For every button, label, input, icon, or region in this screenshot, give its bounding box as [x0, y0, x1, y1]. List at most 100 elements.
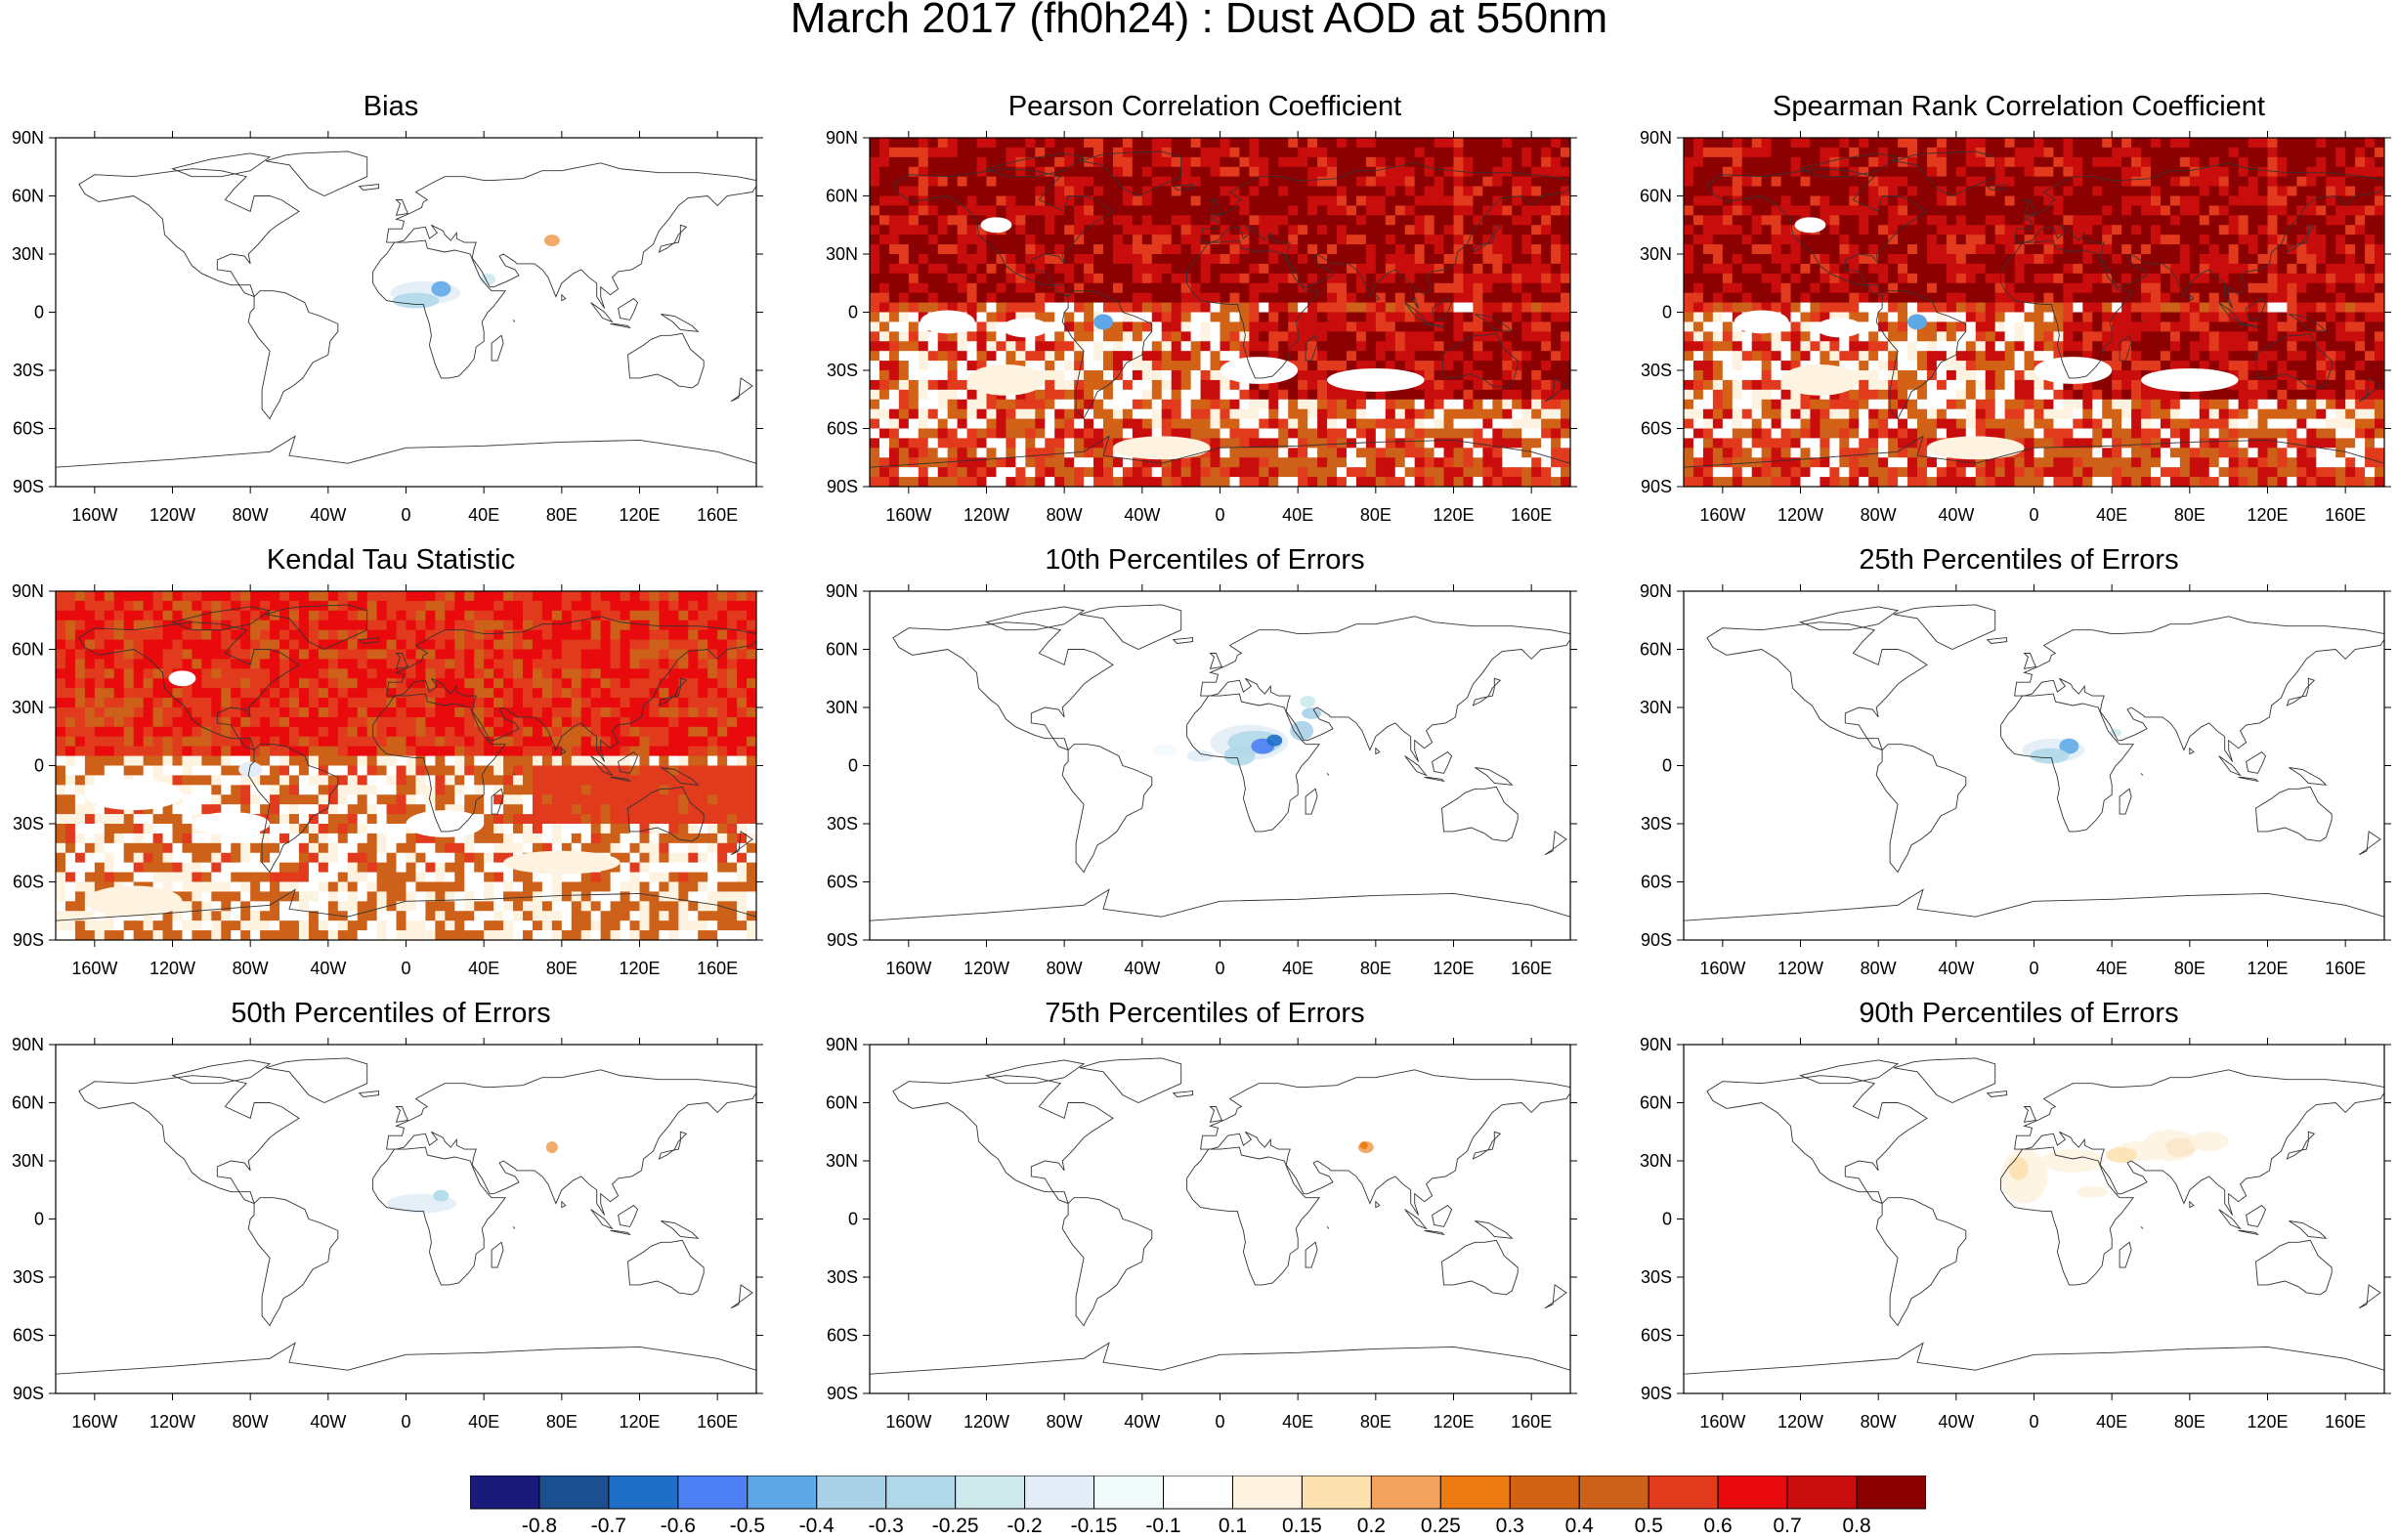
field-cell [1141, 195, 1153, 207]
field-cell [1229, 379, 1241, 391]
field-cell [2189, 205, 2201, 216]
field-cell [1259, 186, 1269, 197]
field-cell [2199, 273, 2210, 284]
field-cell [1751, 379, 1763, 391]
field-cell [1800, 302, 1812, 314]
field-cell [937, 331, 949, 342]
field-cell [1541, 477, 1552, 487]
field-cell [1268, 438, 1279, 449]
field-cell [1482, 389, 1493, 401]
field-cell [937, 370, 949, 381]
field-cell [1054, 302, 1065, 314]
field-cell [1268, 176, 1279, 188]
field-cell [1790, 263, 1802, 275]
field-cell [2296, 361, 2307, 371]
field-cell [976, 438, 988, 449]
coastline [1544, 377, 1567, 403]
field-cell [1453, 302, 1465, 314]
field-cell [1443, 282, 1455, 294]
field-cell [1712, 244, 1724, 255]
field-cell [2189, 361, 2201, 371]
field-cell [1888, 176, 1899, 188]
field-cell [1365, 457, 1377, 468]
field-cell [1394, 166, 1406, 178]
field-cell [1268, 205, 1279, 216]
field-cell [927, 166, 939, 178]
field-cell [1278, 156, 1289, 168]
field-cell [1327, 186, 1338, 197]
field-cell [1463, 399, 1475, 410]
field-cell [1307, 273, 1318, 284]
field-cell [1531, 176, 1542, 188]
field-cell [2014, 273, 2026, 284]
field-cell [1692, 321, 1704, 332]
field-cell [1064, 166, 1075, 178]
field-cell [1112, 467, 1124, 478]
field-cell [1551, 282, 1562, 294]
field-cell [937, 302, 949, 314]
field-cell [2024, 361, 2035, 371]
field-cell [927, 361, 939, 371]
field-cell [2228, 225, 2240, 235]
field-cell [2073, 351, 2083, 362]
field-cell [1771, 302, 1782, 314]
field-cell [1259, 351, 1269, 362]
field-cell [986, 428, 998, 440]
field-cell [1385, 321, 1396, 332]
field-cell [1112, 399, 1124, 410]
field-cell [2296, 341, 2307, 352]
field-cell [1093, 282, 1104, 294]
field-cell [1084, 389, 1094, 401]
field-cell [1732, 147, 1743, 158]
field-cell [1955, 361, 1967, 371]
field-cell [1888, 331, 1899, 342]
field-cell [1692, 370, 1704, 381]
field-cell [2248, 244, 2259, 255]
field-cell [1346, 477, 1357, 487]
field-cell [1561, 302, 1570, 314]
field-cell [986, 351, 998, 362]
field-cell [1375, 321, 1387, 332]
field-cell [1259, 428, 1269, 440]
field-cell [2160, 263, 2171, 275]
field-cell [2121, 331, 2132, 342]
field-cell [1541, 282, 1552, 294]
field-cell [1171, 302, 1182, 314]
field-cell [1317, 254, 1328, 265]
field-cell [1839, 244, 1850, 255]
field-cell [1190, 147, 1202, 158]
field-cell [2277, 292, 2289, 304]
field-cell [1103, 195, 1114, 207]
field-cell [937, 176, 949, 188]
field-cell [1015, 166, 1026, 178]
field-cell [2228, 438, 2240, 449]
field-cell [2257, 235, 2269, 245]
field-cell [2228, 195, 2240, 207]
field-cell [1317, 205, 1328, 216]
field-cell [2014, 292, 2026, 304]
field-cell [1180, 477, 1192, 487]
field-cell [1337, 312, 1348, 323]
field-cell [1210, 205, 1221, 216]
field-cell [1190, 215, 1202, 226]
field-cell [1365, 448, 1377, 458]
field-cell [996, 302, 1007, 314]
field-cell [1502, 370, 1513, 381]
field-cell [1985, 379, 1996, 391]
field-cell [1132, 244, 1143, 255]
field-cell [1751, 166, 1763, 178]
field-cell [1820, 418, 1830, 430]
field-cell [1868, 176, 1879, 188]
field-cell [1161, 156, 1173, 168]
field-cell [1093, 438, 1104, 449]
field-cell [2375, 273, 2384, 284]
field-cell [1810, 438, 1821, 449]
field-cell [2257, 147, 2269, 158]
field-cell [2248, 341, 2259, 352]
field-cell [2335, 418, 2346, 430]
field-cell [1946, 428, 1957, 440]
field-patch [966, 364, 1046, 396]
field-cell [1288, 244, 1299, 255]
field-cell [1531, 321, 1542, 332]
field-cell [1112, 302, 1124, 314]
